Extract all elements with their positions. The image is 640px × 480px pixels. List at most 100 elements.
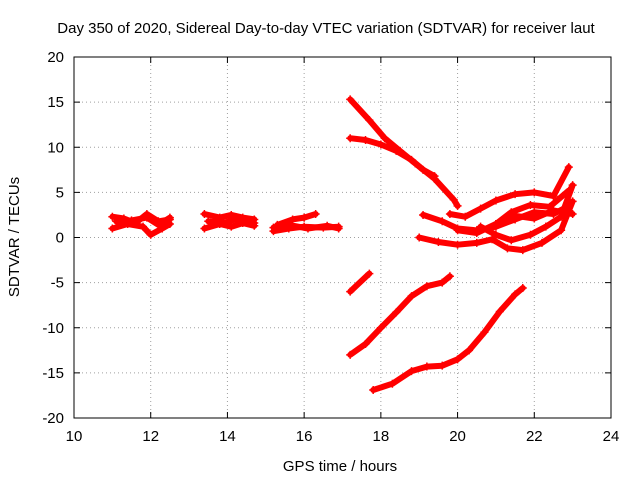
data-point <box>453 355 462 364</box>
data-point <box>476 222 485 231</box>
y-tick-label: -20 <box>42 410 64 427</box>
data-point <box>250 219 259 228</box>
data-point <box>438 361 447 370</box>
data-marks <box>108 95 577 395</box>
data-point <box>139 222 148 231</box>
y-tick-label: 15 <box>47 94 64 111</box>
y-tick-label: -15 <box>42 365 64 382</box>
data-point <box>568 197 577 206</box>
x-tick-label: 10 <box>66 428 83 445</box>
data-point <box>392 308 401 317</box>
data-series-s20 <box>491 206 577 228</box>
series-trace <box>347 270 373 295</box>
data-point <box>376 140 385 149</box>
data-point <box>361 136 370 145</box>
data-point <box>518 284 527 293</box>
data-point <box>365 116 374 125</box>
data-point <box>407 155 416 164</box>
data-point <box>507 236 516 245</box>
data-point <box>200 210 209 219</box>
data-point <box>491 219 500 228</box>
x-tick-label: 20 <box>449 428 466 445</box>
y-tick-label: 20 <box>47 49 64 66</box>
data-point <box>269 223 278 232</box>
data-point <box>127 216 136 225</box>
y-tick-label: 0 <box>56 230 64 247</box>
x-tick-label: 16 <box>296 428 313 445</box>
data-point <box>288 215 297 224</box>
data-point <box>453 240 462 249</box>
x-tick-label: 14 <box>219 428 236 445</box>
data-point <box>415 233 424 242</box>
data-point <box>422 362 431 371</box>
data-series-s14 <box>369 284 527 395</box>
data-point <box>369 386 378 395</box>
data-point <box>365 269 374 278</box>
data-point <box>346 95 355 104</box>
x-axis-label: GPS time / hours <box>283 458 397 475</box>
data-point <box>526 201 535 210</box>
data-point <box>449 195 458 204</box>
data-point <box>476 204 485 213</box>
data-point <box>146 230 155 239</box>
data-point <box>564 163 573 172</box>
y-axis-label: SDTVAR / TECUs <box>6 177 23 297</box>
y-tick-label: 10 <box>47 139 64 156</box>
data-point <box>472 228 481 237</box>
data-point <box>422 282 431 291</box>
data-series-s16 <box>415 197 577 255</box>
series-trace <box>274 211 319 228</box>
axis-ticks: 10 12 14 16 18 20 22 24 -20 -15 -10 -5 0 5 10 15 20 <box>42 49 619 445</box>
data-point <box>526 230 535 239</box>
data-point <box>380 134 389 143</box>
data-point <box>346 134 355 143</box>
data-point <box>407 367 416 376</box>
data-point <box>549 191 558 200</box>
data-point <box>346 287 355 296</box>
data-point <box>491 230 500 239</box>
data-point <box>334 224 343 233</box>
data-point <box>323 221 332 230</box>
data-point <box>200 224 209 233</box>
data-point <box>231 215 240 224</box>
data-point <box>419 165 428 174</box>
data-point <box>480 328 489 337</box>
data-point <box>430 172 439 181</box>
data-point <box>511 290 520 299</box>
data-point <box>242 218 251 227</box>
data-point <box>284 220 293 229</box>
data-point <box>219 219 228 228</box>
data-series-s3 <box>112 213 174 229</box>
data-point <box>300 213 309 222</box>
data-series-s13 <box>346 269 374 296</box>
data-point <box>453 226 462 235</box>
data-point <box>530 188 539 197</box>
x-tick-label: 18 <box>373 428 390 445</box>
data-point <box>108 212 117 221</box>
x-tick-label: 12 <box>142 428 159 445</box>
data-point <box>488 235 497 244</box>
data-point <box>361 339 370 348</box>
x-tick-label: 24 <box>603 428 620 445</box>
data-point <box>392 146 401 155</box>
data-point <box>142 213 151 222</box>
data-point <box>311 210 320 219</box>
data-series-s17 <box>445 163 573 221</box>
data-point <box>495 307 504 316</box>
x-tick-label: 22 <box>526 428 543 445</box>
data-point <box>537 238 546 247</box>
data-point <box>491 196 500 205</box>
data-point <box>445 272 454 281</box>
y-tick-label: 5 <box>56 184 64 201</box>
y-tick-label: -5 <box>51 275 64 292</box>
data-series-s9 <box>269 220 343 233</box>
data-point <box>453 201 462 210</box>
series-trace <box>416 198 576 254</box>
data-point <box>461 212 470 221</box>
data-point <box>511 190 520 199</box>
data-point <box>465 346 474 355</box>
data-point <box>419 210 428 219</box>
y-tick-label: -10 <box>42 320 64 337</box>
data-point <box>438 278 447 287</box>
